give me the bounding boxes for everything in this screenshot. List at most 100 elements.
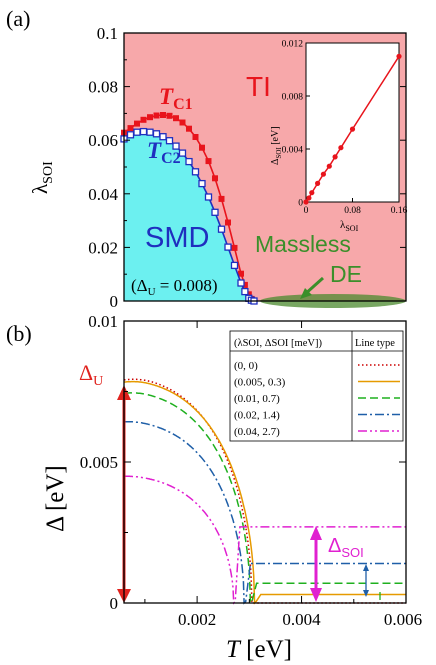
massless-label-line1: Massless [255,231,351,257]
tc1-marker [199,145,205,151]
delta-u-label-main: Δ [79,360,93,385]
panel-a-label: (a) [6,6,30,31]
inset-point [306,195,311,200]
legend: (λSOI, ΔSOI [meV]) Line type (0, 0) (0.00… [230,331,403,441]
panel-b-xtick-label: 0.006 [384,610,422,629]
legend-row-label: (0.005, 0.3) [234,377,286,389]
tc2-marker [167,138,173,144]
panel-a-ytick-label: 0.04 [88,185,118,204]
tc2-label-sub: C2 [161,150,181,167]
tc2-label-main: T [147,138,162,163]
tc2-marker [199,181,205,187]
inset-xtick-label: 0 [304,206,309,216]
tc2-marker [141,129,147,135]
inset-point [350,127,355,132]
panel-b-ytick-label: 0 [110,594,119,613]
tc1-marker [167,113,173,119]
panel-a-ytick-label: 0.08 [88,78,118,97]
inset-ytick-label: 0 [298,199,303,209]
tc2-marker [206,194,212,200]
tc1-label-sub: C1 [173,96,193,113]
tc2-marker [128,132,134,138]
massless-label-line2: DE [330,261,362,287]
delta-u-note-close: = 0.008) [156,276,218,295]
inset-point [327,164,332,169]
tc2-marker [242,289,248,295]
tc1-marker [232,245,238,251]
legend-row-label: (0.02, 1.4) [234,410,280,422]
delta-soi-label-main: Δ [328,535,341,557]
tc1-marker [225,220,231,226]
tc1-label-main: T [159,84,174,109]
inset-point [321,172,326,177]
inset-frame [306,43,399,202]
tc2-marker [232,262,238,268]
panel-b-ylabel-unit: [eV] [42,465,69,517]
legend-col2-header: Line type [355,338,395,349]
inset-xlabel-sub: SOI [345,224,358,233]
delta-u-label-sub: U [93,374,103,389]
tc2-marker [193,169,199,175]
panel-a-ytick-label: 0.1 [97,24,118,43]
tc1-marker [193,134,199,140]
tc2-marker [147,129,153,135]
legend-row-label: (0, 0) [234,360,258,372]
tc1-marker [154,113,160,119]
legend-row-label: (0.01, 0.7) [234,393,280,405]
inset-ytick-label: 0.004 [282,146,304,156]
inset-ytick-label: 0.012 [282,40,304,50]
tc2-marker [134,129,140,135]
panel-b-ylabel-main: Δ [42,516,69,532]
panel-b-ytick-label: 0.005 [80,453,118,472]
panel-b-xtick-label: 0.002 [178,610,216,629]
delta-u-note-open: (Δ [131,276,148,295]
panel-b-label: (b) [6,321,32,346]
tc1-marker [180,120,186,126]
tc2-marker [212,209,218,215]
tc1-marker [160,112,166,118]
inset-ylabel-unit: [eV] [270,126,281,147]
panel-b-xtick-label: 0.004 [282,610,321,629]
tc1-marker [212,175,218,181]
legend-row-label: (0.04, 2.7) [234,426,280,438]
tc2-marker [173,143,179,149]
ti-label: TI [246,71,271,102]
tc2-marker [219,226,225,232]
inset-xtick-label: 0.16 [391,206,408,216]
tc1-marker [186,126,192,132]
tc1-marker [219,196,225,202]
tc2-marker [238,280,244,286]
tc2-marker [186,159,192,165]
tc2-marker [225,244,231,250]
inset-ytick-label: 0.008 [282,93,304,103]
panel-a: (a) 00.020.040.060.080.1 λSOI TI SMD TC1… [6,6,408,311]
delta-u-note: (ΔU = 0.008) [131,276,218,298]
delta-soi-label-sub: SOI [341,545,363,560]
tc1-marker [134,121,140,127]
inset-point [333,154,338,159]
tc2-marker [154,131,160,137]
inset-point [309,190,314,195]
panel-b-xlabel-unit: [eV] [240,636,292,663]
panel-b-ylabel: Δ [eV] [42,465,69,532]
panel-b-ytick-label: 0.01 [88,312,118,331]
panel-a-ylabel: λSOI [28,161,56,194]
panel-a-ylabel-sub: SOI [41,161,56,184]
inset-point [338,145,343,150]
tc1-marker [128,125,134,131]
panel-b-xlabel: T [eV] [226,636,292,663]
inset-ylabel-sub: SOI [275,147,283,159]
inset-xtick-label: 0.08 [344,206,361,216]
tc1-marker [206,158,212,164]
tc1-marker [147,114,153,120]
delta-u-note-sub: U [148,286,156,298]
panel-a-ytick-label: 0 [110,292,119,311]
panel-a-ytick-label: 0.02 [88,238,118,257]
panel-a-ytick-label: 0.06 [88,131,118,150]
smd-label: SMD [145,222,209,254]
tc1-marker [141,117,147,123]
tc1-marker [173,115,179,121]
delta-u-label: ΔU [79,360,103,389]
inset-point [315,181,320,186]
